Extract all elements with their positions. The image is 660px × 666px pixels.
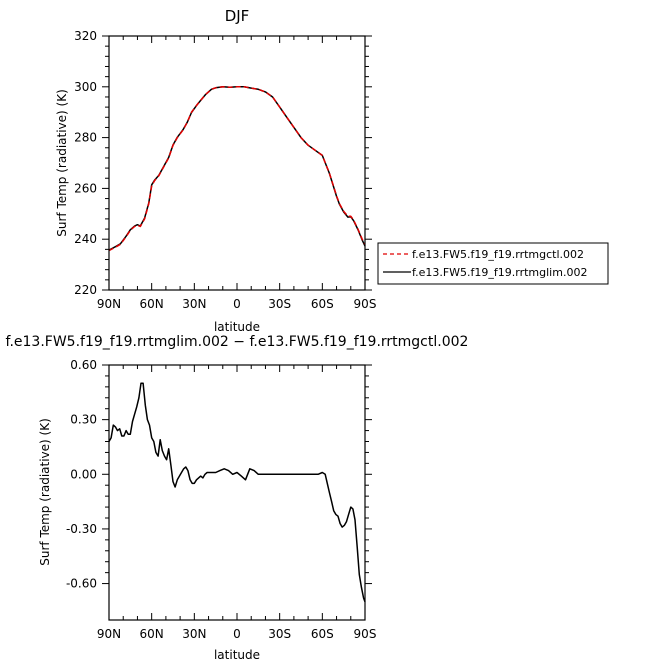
top-y-tick-label: 320 bbox=[74, 29, 97, 43]
bottom-plot-x-axis-label: latitude bbox=[214, 648, 260, 662]
top-y-tick-label: 220 bbox=[74, 283, 97, 297]
bottom-x-tick-label: 90N bbox=[97, 627, 121, 641]
legend-box bbox=[377, 242, 609, 285]
bottom-y-tick-label: 0.60 bbox=[70, 358, 97, 372]
bottom-y-tick-label: 0.30 bbox=[70, 413, 97, 427]
bottom-plot-y-axis-label: Surf Temp (radiative) (K) bbox=[38, 418, 52, 566]
bottom-x-tick-label: 60N bbox=[140, 627, 164, 641]
top-series-line-1 bbox=[108, 86, 366, 251]
top-plot-lines bbox=[108, 86, 366, 252]
legend-label-ctl: f.e13.FW5.f19_f19.rrtmgctl.002 bbox=[412, 248, 584, 261]
bottom-plot-lines bbox=[108, 382, 366, 603]
top-x-tick-label: 30N bbox=[182, 297, 206, 311]
top-plot-y-axis-label: Surf Temp (radiative) (K) bbox=[55, 89, 69, 237]
bottom-plot-title: f.e13.FW5.f19_f19.rrtmglim.002 − f.e13.F… bbox=[6, 334, 469, 350]
bottom-y-tick-label: -0.60 bbox=[66, 577, 97, 591]
bottom-series-line-0 bbox=[108, 382, 366, 603]
legend-label-lim: f.e13.FW5.f19_f19.rrtmglim.002 bbox=[412, 266, 587, 279]
top-y-tick-label: 260 bbox=[74, 181, 97, 195]
top-x-tick-label: 0 bbox=[233, 297, 241, 311]
bottom-x-tick-label: 60S bbox=[311, 627, 334, 641]
bottom-x-tick-label: 30N bbox=[182, 627, 206, 641]
top-x-tick-label: 60S bbox=[311, 297, 334, 311]
top-y-tick-label: 240 bbox=[74, 232, 97, 246]
top-series-line-0 bbox=[108, 86, 366, 252]
top-plot-panel: DJF 90N 60N 30N 0 30S 60S 90S 220 240 260 280 300 32… bbox=[55, 7, 609, 334]
top-plot-frame bbox=[108, 35, 366, 291]
bottom-plot-frame bbox=[108, 364, 366, 621]
bottom-plot-panel: f.e13.FW5.f19_f19.rrtmglim.002 − f.e13.F… bbox=[6, 334, 469, 662]
bottom-x-tick-label: 0 bbox=[233, 627, 241, 641]
top-plot-ticks: 90N 60N 30N 0 30S 60S 90S 220 240 260 280 300 320 bbox=[74, 29, 376, 311]
top-x-tick-label: 60N bbox=[140, 297, 164, 311]
top-x-tick-label: 90N bbox=[97, 297, 121, 311]
top-y-tick-label: 280 bbox=[74, 131, 97, 145]
bottom-x-tick-label: 30S bbox=[268, 627, 291, 641]
top-plot-x-axis-label: latitude bbox=[214, 320, 260, 334]
bottom-plot-ticks: 90N 60N 30N 0 30S 60S 90S -0.60 -0.30 0.00 0.30 0.6… bbox=[66, 358, 377, 641]
bottom-y-tick-label: -0.30 bbox=[66, 522, 97, 536]
top-x-tick-label: 30S bbox=[268, 297, 291, 311]
bottom-x-tick-label: 90S bbox=[354, 627, 377, 641]
top-y-tick-label: 300 bbox=[74, 80, 97, 94]
legend: f.e13.FW5.f19_f19.rrtmgctl.002 f.e13.FW5… bbox=[377, 242, 609, 285]
top-x-tick-label: 90S bbox=[354, 297, 377, 311]
top-plot-title: DJF bbox=[225, 7, 250, 25]
bottom-y-tick-label: 0.00 bbox=[70, 467, 97, 481]
